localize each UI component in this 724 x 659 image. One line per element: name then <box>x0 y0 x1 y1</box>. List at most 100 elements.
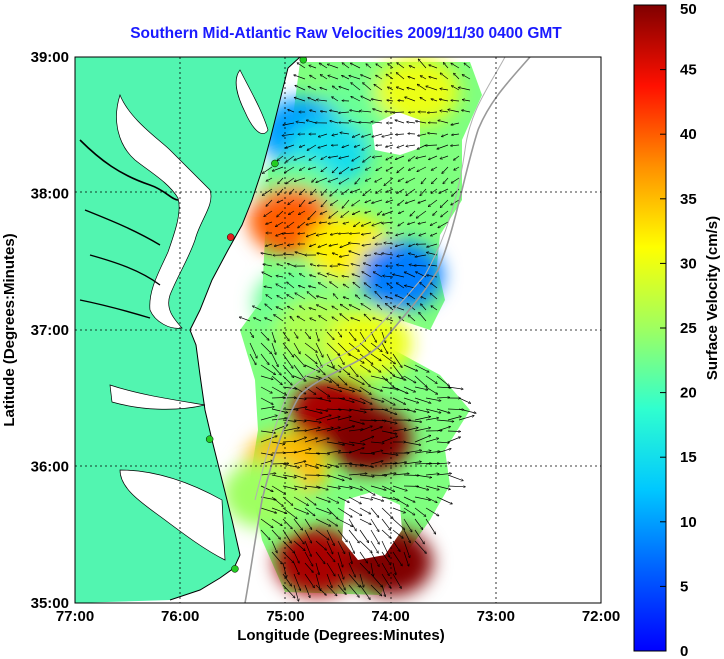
velocity-arrow <box>310 243 317 247</box>
velocity-arrow <box>290 316 295 322</box>
velocity-arrow <box>315 353 322 367</box>
velocity-arrow <box>359 122 372 123</box>
velocity-arrow <box>410 210 416 216</box>
velocity-arrow <box>350 233 361 234</box>
velocity-arrow <box>293 437 306 443</box>
velocity-arrow <box>403 496 415 502</box>
velocity-arrow <box>271 507 287 513</box>
albemarle-sound <box>109 384 206 410</box>
velocity-arrow <box>414 451 431 454</box>
velocity-arrow <box>362 272 372 278</box>
velocity-arrow <box>315 415 331 421</box>
velocity-arrow <box>315 518 331 526</box>
velocity-arrow <box>304 485 320 488</box>
velocity-arrow <box>436 463 450 464</box>
velocity-arrow <box>408 315 416 322</box>
velocity-arrow <box>315 551 325 564</box>
velocity-arrow <box>451 63 460 69</box>
velocity-arrow <box>299 199 306 207</box>
velocity-arrow <box>282 518 292 529</box>
velocity-arrow <box>315 453 330 454</box>
velocity-arrow <box>304 551 313 566</box>
velocity-arrow <box>309 199 317 203</box>
velocity-arrow <box>282 562 287 577</box>
velocity-arrow <box>315 485 328 490</box>
velocity-arrow <box>282 419 296 422</box>
velocity-arrow <box>315 386 330 397</box>
velocity-arrow <box>403 364 418 371</box>
velocity-arrow <box>320 75 328 80</box>
velocity-arrow <box>375 253 383 256</box>
velocity-arrow <box>310 264 317 267</box>
velocity-arrow <box>337 353 344 365</box>
velocity-arrow <box>307 292 317 300</box>
velocity-arrow <box>395 243 405 246</box>
velocity-arrow <box>403 408 416 412</box>
velocity-arrow <box>293 342 300 354</box>
velocity-arrow <box>392 507 405 513</box>
velocity-arrow <box>408 134 416 135</box>
velocity-arrow <box>326 409 341 410</box>
velocity-arrow <box>284 254 295 255</box>
velocity-arrow <box>339 166 350 174</box>
velocity-arrow <box>310 275 317 278</box>
velocity-arrow <box>430 221 438 225</box>
velocity-arrow <box>403 419 422 422</box>
velocity-arrow <box>349 305 361 311</box>
velocity-arrow <box>359 386 371 394</box>
velocity-arrow <box>293 364 305 379</box>
velocity-arrow <box>337 518 353 527</box>
velocity-arrow <box>427 243 438 247</box>
velocity-arrow <box>293 420 306 421</box>
velocity-arrow <box>300 306 306 311</box>
velocity-arrow <box>393 112 405 113</box>
velocity-arrow <box>378 210 383 215</box>
velocity-arrow <box>443 177 449 184</box>
velocity-arrow <box>286 177 295 184</box>
velocity-arrow <box>381 551 391 565</box>
velocity-arrow <box>315 562 319 575</box>
velocity-arrow <box>326 485 340 489</box>
velocity-arrow <box>414 386 428 390</box>
velocity-arrow <box>409 243 416 246</box>
velocity-arrow <box>403 428 418 432</box>
velocity-arrow <box>311 188 317 195</box>
velocity-arrow <box>271 364 281 375</box>
velocity-arrow <box>309 286 317 289</box>
velocity-arrow <box>370 540 378 553</box>
velocity-arrow <box>414 435 431 443</box>
velocity-arrow <box>326 427 340 432</box>
velocity-arrow <box>381 342 388 354</box>
velocity-arrow <box>392 474 409 476</box>
velocity-arrow <box>376 285 383 289</box>
velocity-arrow <box>320 210 328 214</box>
velocity-arrow <box>392 375 406 380</box>
velocity-arrow <box>326 441 345 445</box>
velocity-arrow <box>359 485 375 495</box>
velocity-arrow <box>370 461 383 465</box>
pamlico-sound <box>119 469 226 561</box>
velocity-arrow <box>433 210 438 215</box>
colorbar-tick-label: 0 <box>680 643 688 659</box>
velocity-arrow <box>381 419 397 423</box>
velocity-arrow <box>328 155 339 158</box>
velocity-arrow <box>458 416 474 421</box>
isobath-contour <box>244 57 531 603</box>
velocity-arrow <box>282 529 291 543</box>
velocity-arrow <box>308 86 317 91</box>
velocity-arrow <box>381 485 395 492</box>
velocity-arrow <box>293 540 305 551</box>
velocity-arrow <box>395 120 405 124</box>
velocity-arrow <box>254 318 262 322</box>
x-tick-label: 74:00 <box>371 608 409 625</box>
velocity-arrow <box>403 462 421 465</box>
velocity-arrow <box>329 243 339 246</box>
velocity-arrow <box>416 210 427 218</box>
velocity-arrow <box>342 63 350 69</box>
velocity-arrow <box>308 98 317 102</box>
velocity-arrow <box>330 188 339 196</box>
velocity-arrow <box>300 166 306 170</box>
velocity-arrow <box>337 562 344 579</box>
velocity-arrow <box>271 485 286 494</box>
velocity-arrow <box>436 387 451 388</box>
